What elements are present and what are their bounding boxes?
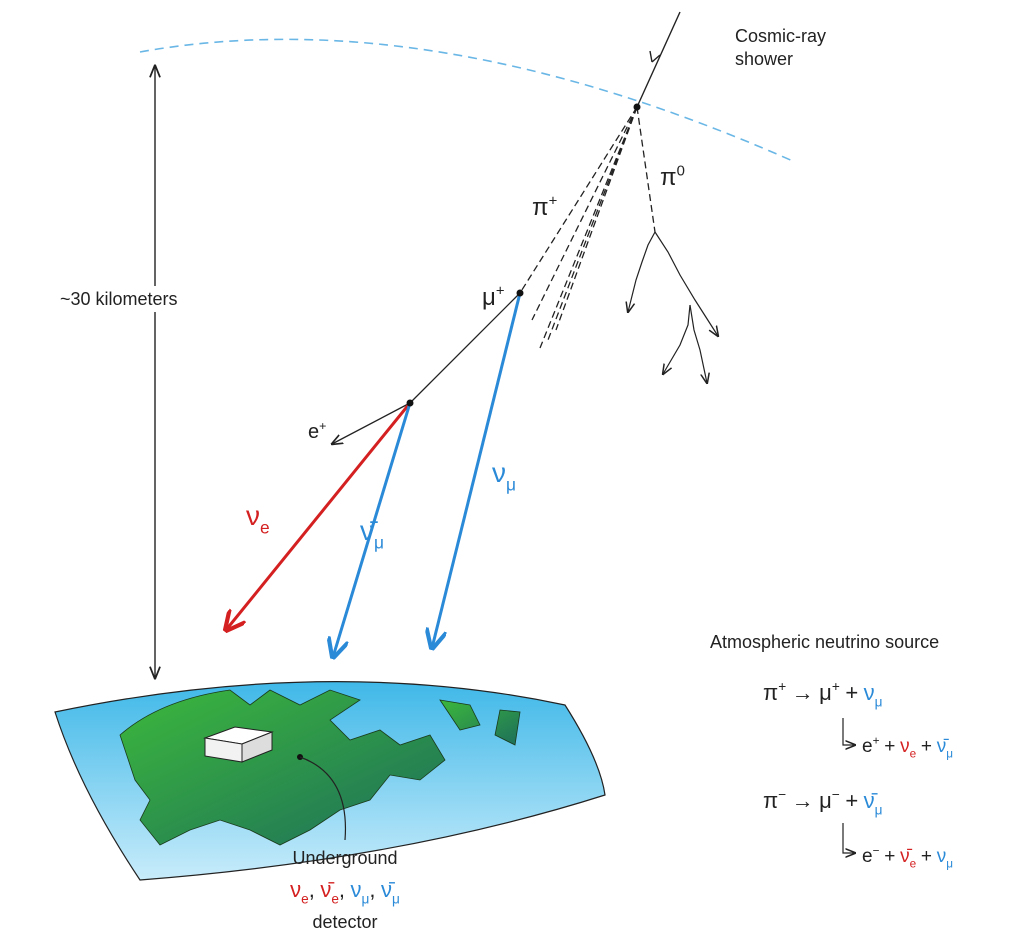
nu-mu-arrow: [432, 292, 522, 648]
formula: e+: [308, 419, 326, 443]
subscript: μ: [875, 695, 883, 710]
symbol: ,: [369, 877, 375, 902]
symbol: ν̄: [864, 788, 878, 813]
symbol: +: [921, 846, 932, 867]
primary-ray: [636, 11, 681, 108]
symbol: ν̄: [937, 736, 950, 757]
subscript: e: [910, 748, 917, 761]
symbol: π: [763, 680, 778, 705]
symbol: →: [792, 680, 814, 705]
islands: [439, 699, 521, 746]
formula: π0: [660, 163, 685, 191]
symbol: ν̄: [320, 877, 334, 902]
symbol: μ: [819, 680, 832, 705]
symbol: ,: [339, 877, 345, 902]
formula: e− + ν̄e + νμ: [862, 844, 953, 870]
subscript: e: [260, 517, 270, 537]
decay-bracket: [842, 823, 855, 853]
formula: ν̄μ: [360, 515, 384, 552]
subscript: e: [910, 858, 917, 871]
symbol: ν̄: [360, 515, 378, 546]
formula: μ+: [482, 283, 505, 311]
formula: π+: [532, 193, 557, 221]
symbol: μ: [482, 284, 496, 311]
detector-label: Underground: [292, 848, 397, 868]
superscript: +: [832, 679, 840, 694]
continent: [119, 689, 446, 846]
subscript: μ: [374, 532, 384, 552]
shower-label: shower: [735, 49, 793, 69]
subscript: μ: [506, 474, 516, 494]
superscript: 0: [677, 163, 685, 179]
arrow: [649, 50, 661, 63]
subscript: e: [331, 892, 339, 907]
positron-track: [332, 402, 411, 444]
symbol: e: [862, 736, 873, 757]
subscript: e: [301, 892, 309, 907]
symbol: π: [660, 164, 677, 191]
formula: π− → μ− + ν̄μ: [763, 787, 883, 817]
formula: νe: [246, 500, 270, 537]
subscript: μ: [946, 748, 953, 761]
symbol: π: [763, 788, 778, 813]
symbol: ν̄: [381, 877, 395, 902]
atmosphere: [139, 38, 796, 163]
symbol: π: [532, 194, 549, 221]
formula: νe, ν̄e, νμ, ν̄μ: [290, 877, 400, 907]
superscript: +: [778, 679, 786, 694]
superscript: +: [873, 734, 880, 747]
symbol: ,: [309, 877, 315, 902]
pion-tracks: [519, 106, 656, 349]
symbol: e: [862, 846, 873, 867]
vertices: [406, 103, 641, 407]
muon-track: [409, 292, 521, 404]
symbol: +: [884, 846, 895, 867]
subscript: μ: [946, 858, 953, 871]
symbol: ν: [900, 736, 910, 757]
symbol: →: [792, 788, 814, 813]
superscript: +: [496, 283, 505, 299]
nubar-mu-arrow: [333, 402, 412, 657]
symbol: +: [884, 736, 895, 757]
symbol: ν: [492, 457, 506, 488]
symbol: ν: [246, 500, 260, 531]
shower-label: Cosmic-ray: [735, 26, 826, 46]
symbol: +: [921, 736, 932, 757]
subscript: μ: [362, 892, 370, 907]
decay-bracket: [842, 718, 855, 745]
symbol: e: [308, 421, 319, 443]
nu-e-arrow: [226, 402, 412, 630]
superscript: +: [319, 419, 326, 433]
subscript: μ: [875, 803, 883, 818]
superscript: −: [778, 787, 786, 802]
symbol: ν: [290, 877, 301, 902]
symbol: ν: [937, 846, 947, 867]
symbol: ν̄: [900, 846, 913, 867]
detector-label: detector: [312, 912, 377, 932]
label-bg: [55, 286, 230, 312]
distance-label: ~30 kilometers: [60, 289, 178, 309]
source-title: Atmospheric neutrino source: [710, 632, 939, 652]
symbol: +: [845, 788, 858, 813]
detector-box: [203, 726, 274, 763]
formula: νμ: [492, 457, 516, 494]
symbol: +: [845, 680, 858, 705]
symbol: μ: [819, 788, 832, 813]
symbol: ν: [351, 877, 362, 902]
formula: π+ → μ+ + νμ: [763, 679, 883, 709]
symbol: ν: [864, 680, 875, 705]
superscript: −: [873, 844, 880, 857]
subscript: μ: [392, 892, 400, 907]
superscript: +: [549, 193, 558, 209]
callout: [299, 756, 347, 841]
gamma-shower: [628, 231, 718, 383]
superscript: −: [832, 787, 840, 802]
formula: e+ + νe + ν̄μ: [862, 734, 953, 760]
